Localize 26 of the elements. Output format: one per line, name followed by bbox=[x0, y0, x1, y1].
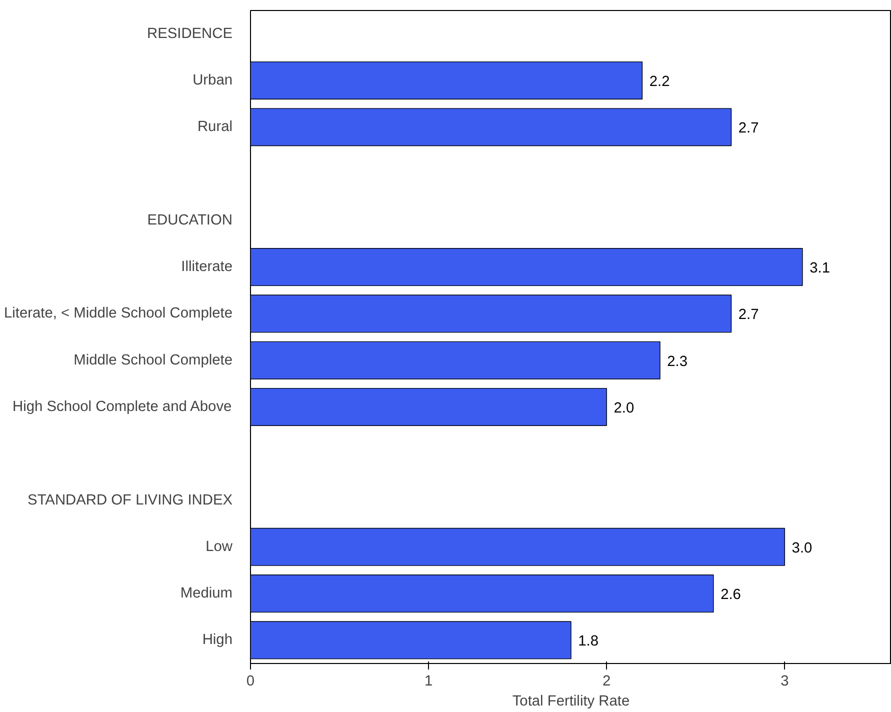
data-label: 2.6 bbox=[720, 587, 741, 604]
y-tick-label: Urban bbox=[192, 72, 233, 88]
y-tick-label: EDUCATION bbox=[147, 212, 233, 228]
data-label: 2.2 bbox=[649, 74, 670, 90]
x-tick-label: 1 bbox=[424, 674, 433, 690]
y-tick-label: Middle School Complete bbox=[74, 352, 232, 368]
data-label: 1.8 bbox=[578, 634, 598, 650]
x-tick-label: 2 bbox=[602, 674, 611, 690]
y-tick-label: Medium bbox=[180, 586, 233, 602]
y-tick-label: Literate, < Middle School Complete bbox=[4, 306, 233, 322]
data-label: 2.7 bbox=[738, 307, 759, 324]
y-tick-label: High bbox=[202, 632, 233, 648]
data-label: 2.7 bbox=[738, 120, 759, 137]
y-tick-label: Low bbox=[206, 538, 233, 555]
y-tick-label: Illiterate bbox=[181, 259, 233, 276]
data-label: 2.0 bbox=[614, 400, 634, 416]
data-label: 3.0 bbox=[792, 540, 812, 556]
data-label: 2.3 bbox=[667, 354, 688, 370]
x-tick-label: 3 bbox=[780, 674, 789, 690]
y-tick-label: STANDARD OF LIVING INDEX bbox=[28, 492, 233, 508]
y-tick-label: High School Complete and Above bbox=[12, 398, 232, 415]
x-tick-label: 0 bbox=[246, 674, 255, 690]
y-tick-label: Rural bbox=[197, 119, 233, 136]
y-tick-label: RESIDENCE bbox=[146, 26, 233, 42]
data-label: 3.1 bbox=[810, 260, 830, 277]
x-axis-title: Total Fertility Rate bbox=[512, 694, 630, 710]
